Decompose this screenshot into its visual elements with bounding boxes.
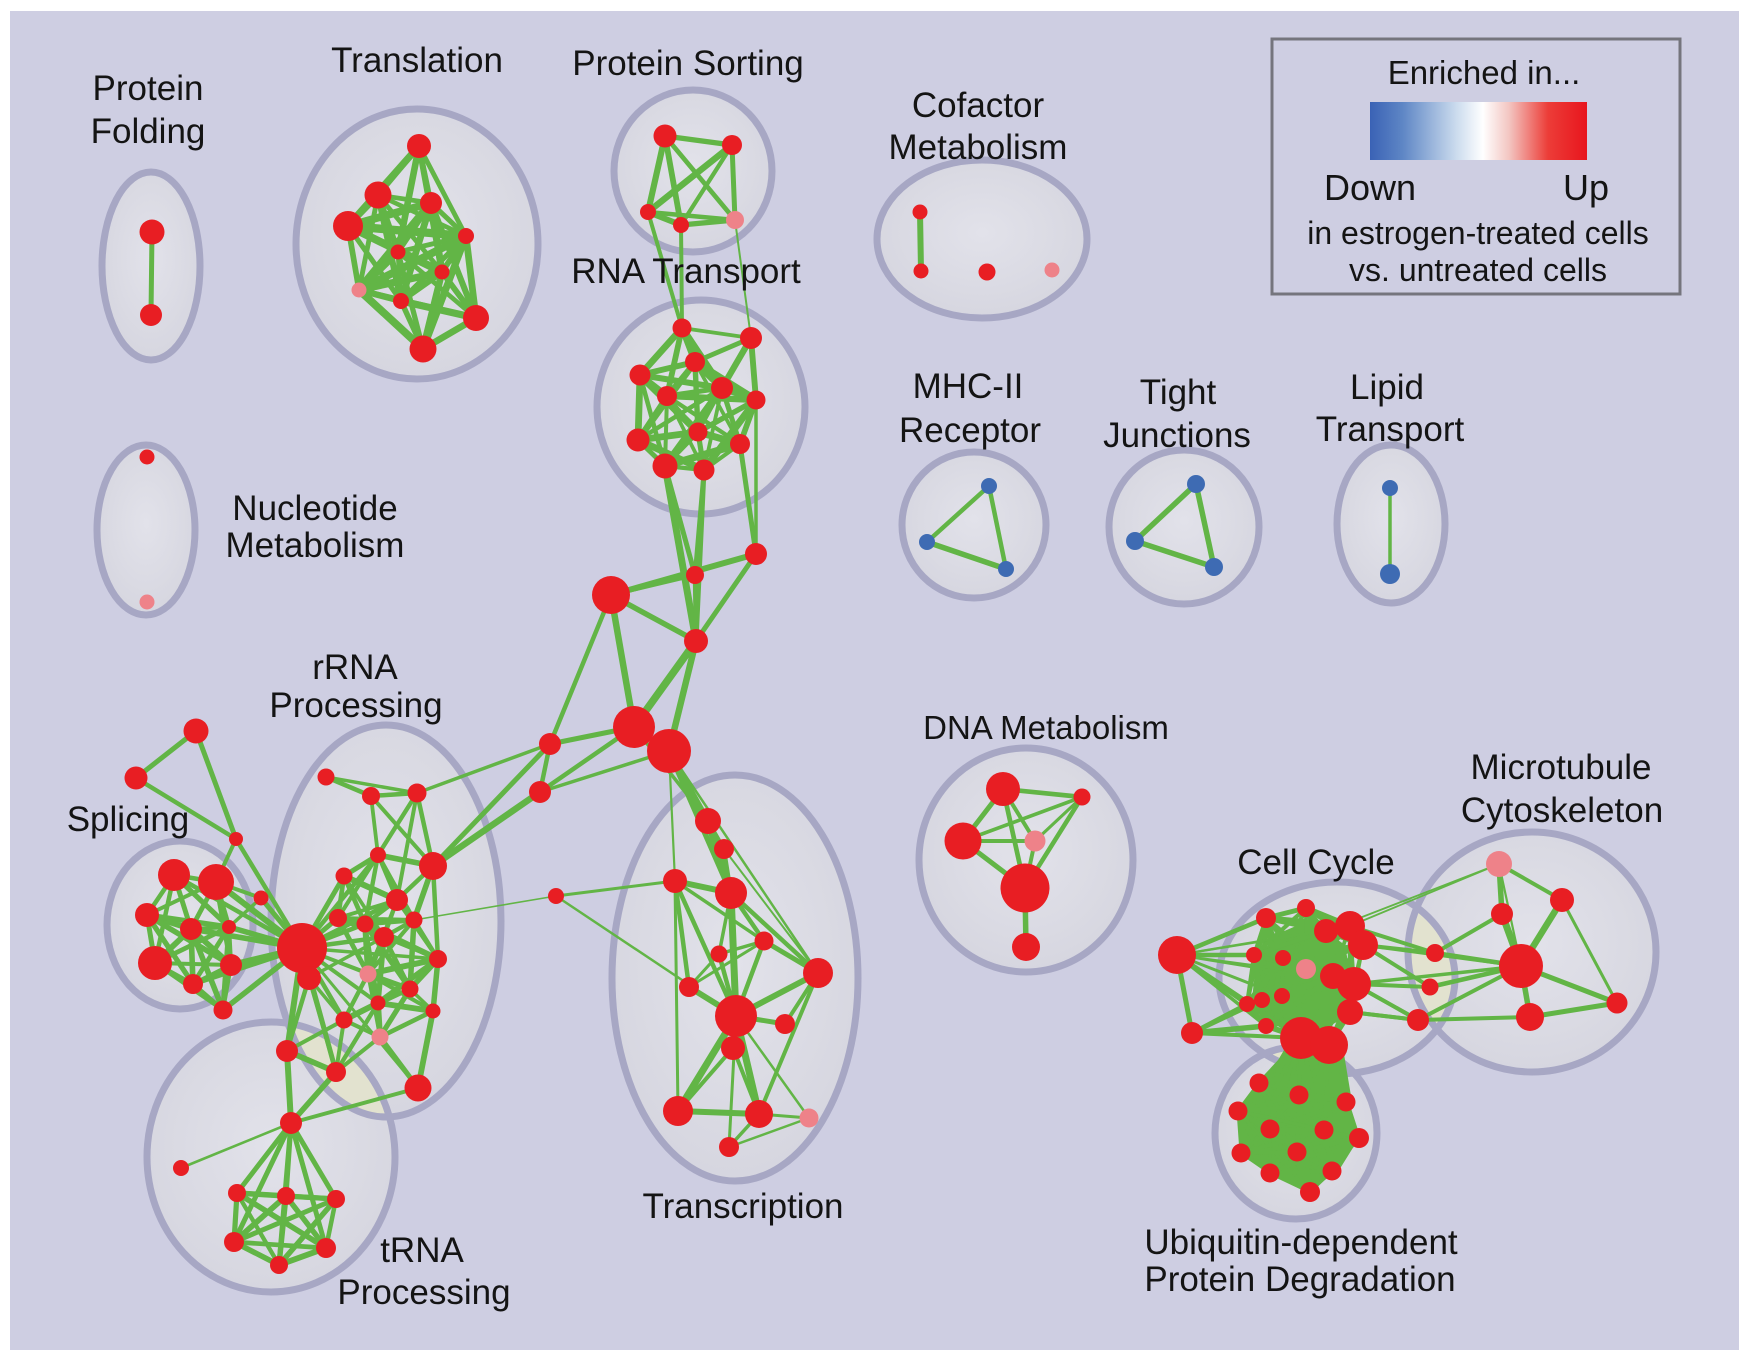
svg-text:Nucleotide: Nucleotide	[232, 489, 397, 528]
svg-text:MHC-II: MHC-II	[913, 367, 1024, 406]
svg-text:RNA Transport: RNA Transport	[571, 252, 801, 291]
svg-text:vs. untreated cells: vs. untreated cells	[1349, 252, 1607, 288]
svg-text:Splicing: Splicing	[67, 800, 190, 839]
svg-text:DNA Metabolism: DNA Metabolism	[923, 709, 1169, 746]
svg-text:Cell Cycle: Cell Cycle	[1237, 843, 1395, 882]
svg-text:Tight: Tight	[1140, 373, 1217, 412]
svg-text:Receptor: Receptor	[899, 411, 1041, 450]
svg-text:Metabolism: Metabolism	[226, 526, 405, 565]
svg-text:Protein Degradation: Protein Degradation	[1144, 1260, 1455, 1299]
svg-text:Transport: Transport	[1316, 410, 1465, 449]
svg-text:Lipid: Lipid	[1350, 368, 1424, 407]
svg-text:Ubiquitin-dependent: Ubiquitin-dependent	[1144, 1223, 1458, 1262]
svg-text:Metabolism: Metabolism	[889, 128, 1068, 167]
svg-text:Processing: Processing	[337, 1273, 510, 1312]
svg-text:tRNA: tRNA	[380, 1231, 464, 1270]
svg-text:Transcription: Transcription	[643, 1187, 844, 1226]
svg-text:in estrogen-treated cells: in estrogen-treated cells	[1307, 215, 1649, 251]
svg-text:Cofactor: Cofactor	[912, 86, 1045, 125]
svg-text:Translation: Translation	[331, 41, 503, 80]
svg-text:Cytoskeleton: Cytoskeleton	[1461, 791, 1663, 830]
svg-text:Protein: Protein	[93, 69, 204, 108]
svg-text:rRNA: rRNA	[312, 648, 398, 687]
svg-text:Microtubule: Microtubule	[1471, 748, 1652, 787]
svg-text:Processing: Processing	[269, 686, 442, 725]
svg-text:Junctions: Junctions	[1103, 416, 1251, 455]
svg-text:Folding: Folding	[91, 112, 206, 151]
svg-text:Protein Sorting: Protein Sorting	[572, 44, 804, 83]
svg-text:Up: Up	[1563, 167, 1609, 208]
svg-text:Enriched in...: Enriched in...	[1388, 54, 1581, 91]
svg-text:Down: Down	[1324, 167, 1416, 208]
